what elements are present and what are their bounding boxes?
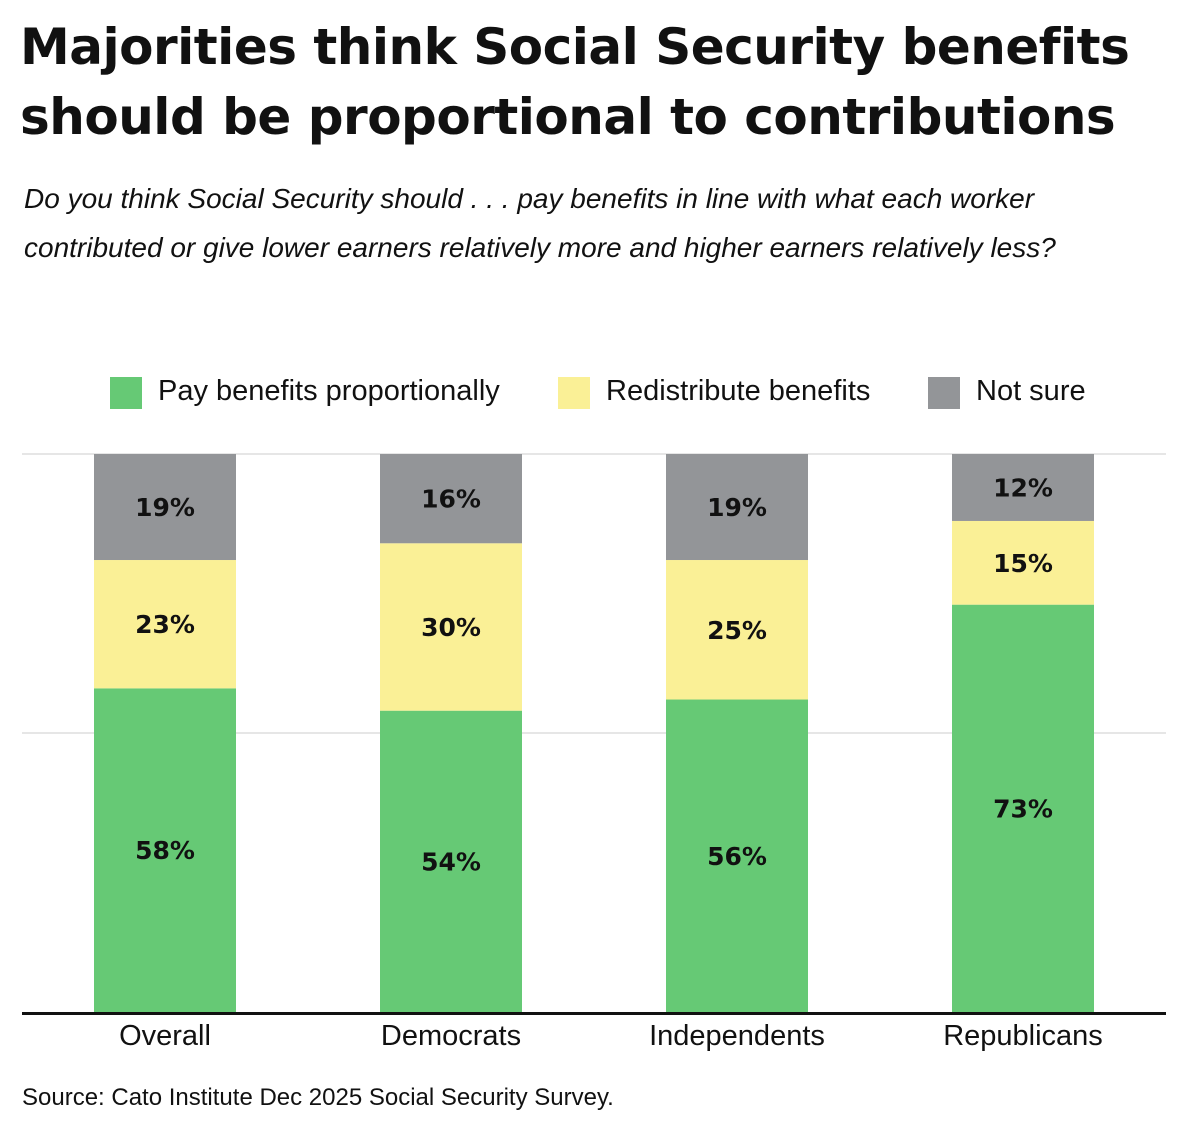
source-note: Source: Cato Institute Dec 2025 Social S…	[22, 1084, 614, 1111]
legend-label: Pay benefits proportionally	[158, 375, 500, 407]
data-label: 12%	[993, 473, 1053, 502]
data-label: 15%	[993, 549, 1053, 578]
bar-segment	[94, 688, 236, 1012]
chart-title: Majorities think Social Security benefit…	[20, 18, 1130, 146]
data-label: 19%	[707, 493, 767, 522]
legend-swatch	[558, 377, 590, 409]
legend-swatch	[110, 377, 142, 409]
bar-segment	[952, 604, 1094, 1012]
bar-segment	[666, 454, 808, 561]
category-label: Republicans	[943, 1020, 1103, 1052]
bar-segment	[380, 543, 522, 711]
chart-subtitle: Do you think Social Security should . . …	[24, 183, 1056, 263]
bar-segment	[666, 560, 808, 700]
bar-segment	[94, 560, 236, 689]
category-label: Independents	[649, 1020, 825, 1052]
category-label: Democrats	[381, 1020, 521, 1052]
legend-label: Not sure	[976, 375, 1086, 407]
data-label: 58%	[135, 836, 195, 865]
bar-segment	[94, 454, 236, 561]
legend-swatch	[928, 377, 960, 409]
data-label: 56%	[707, 842, 767, 871]
data-label: 30%	[421, 613, 481, 642]
legend-label: Redistribute benefits	[606, 375, 870, 407]
data-label: 54%	[421, 847, 481, 876]
bar-segment	[952, 520, 1094, 605]
bar-segment	[666, 699, 808, 1012]
bar-segment	[380, 710, 522, 1012]
data-label: 73%	[993, 794, 1053, 823]
data-label: 25%	[707, 616, 767, 645]
bar-segment	[380, 454, 522, 544]
bar-segment	[952, 454, 1094, 521]
data-label: 23%	[135, 610, 195, 639]
data-label: 16%	[421, 485, 481, 514]
category-label: Overall	[119, 1020, 211, 1052]
data-label: 19%	[135, 493, 195, 522]
